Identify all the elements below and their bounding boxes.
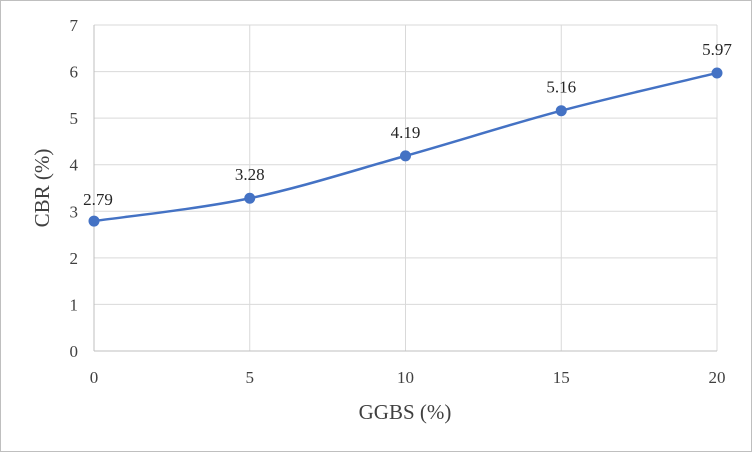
series-group xyxy=(88,67,723,227)
data-labels: 2.79 3.28 4.19 5.16 5.97 xyxy=(83,40,732,209)
data-point xyxy=(400,150,411,162)
y-tick-label: 4 xyxy=(70,156,79,175)
data-point xyxy=(244,192,256,204)
data-label: 5.16 xyxy=(546,78,576,97)
x-tick-label: 0 xyxy=(90,368,99,387)
data-point xyxy=(711,67,723,79)
x-tick-label: 15 xyxy=(553,368,570,387)
y-tick-label: 5 xyxy=(70,109,79,128)
x-tick-label: 5 xyxy=(246,368,255,387)
y-tick-label: 7 xyxy=(70,16,79,35)
y-tick-label: 3 xyxy=(70,202,79,221)
data-label: 2.79 xyxy=(83,190,113,209)
data-label: 4.19 xyxy=(391,123,421,142)
x-tick-labels: 0 5 10 15 20 xyxy=(90,368,726,387)
gridlines xyxy=(94,24,718,351)
x-tick-label: 10 xyxy=(397,368,414,387)
data-point xyxy=(88,215,100,227)
y-tick-labels: 0 1 2 3 4 5 6 7 xyxy=(70,16,79,361)
y-tick-label: 2 xyxy=(70,249,79,268)
y-tick-label: 6 xyxy=(70,63,79,82)
y-axis-title: CBR (%) xyxy=(30,149,54,228)
data-label: 3.28 xyxy=(235,165,265,184)
data-point xyxy=(555,105,567,117)
data-label: 5.97 xyxy=(702,40,732,59)
x-axis-title: GGBS (%) xyxy=(359,400,452,424)
x-tick-label: 20 xyxy=(709,368,726,387)
y-tick-label: 0 xyxy=(70,342,79,361)
axes xyxy=(93,25,717,352)
y-tick-label: 1 xyxy=(70,295,79,314)
